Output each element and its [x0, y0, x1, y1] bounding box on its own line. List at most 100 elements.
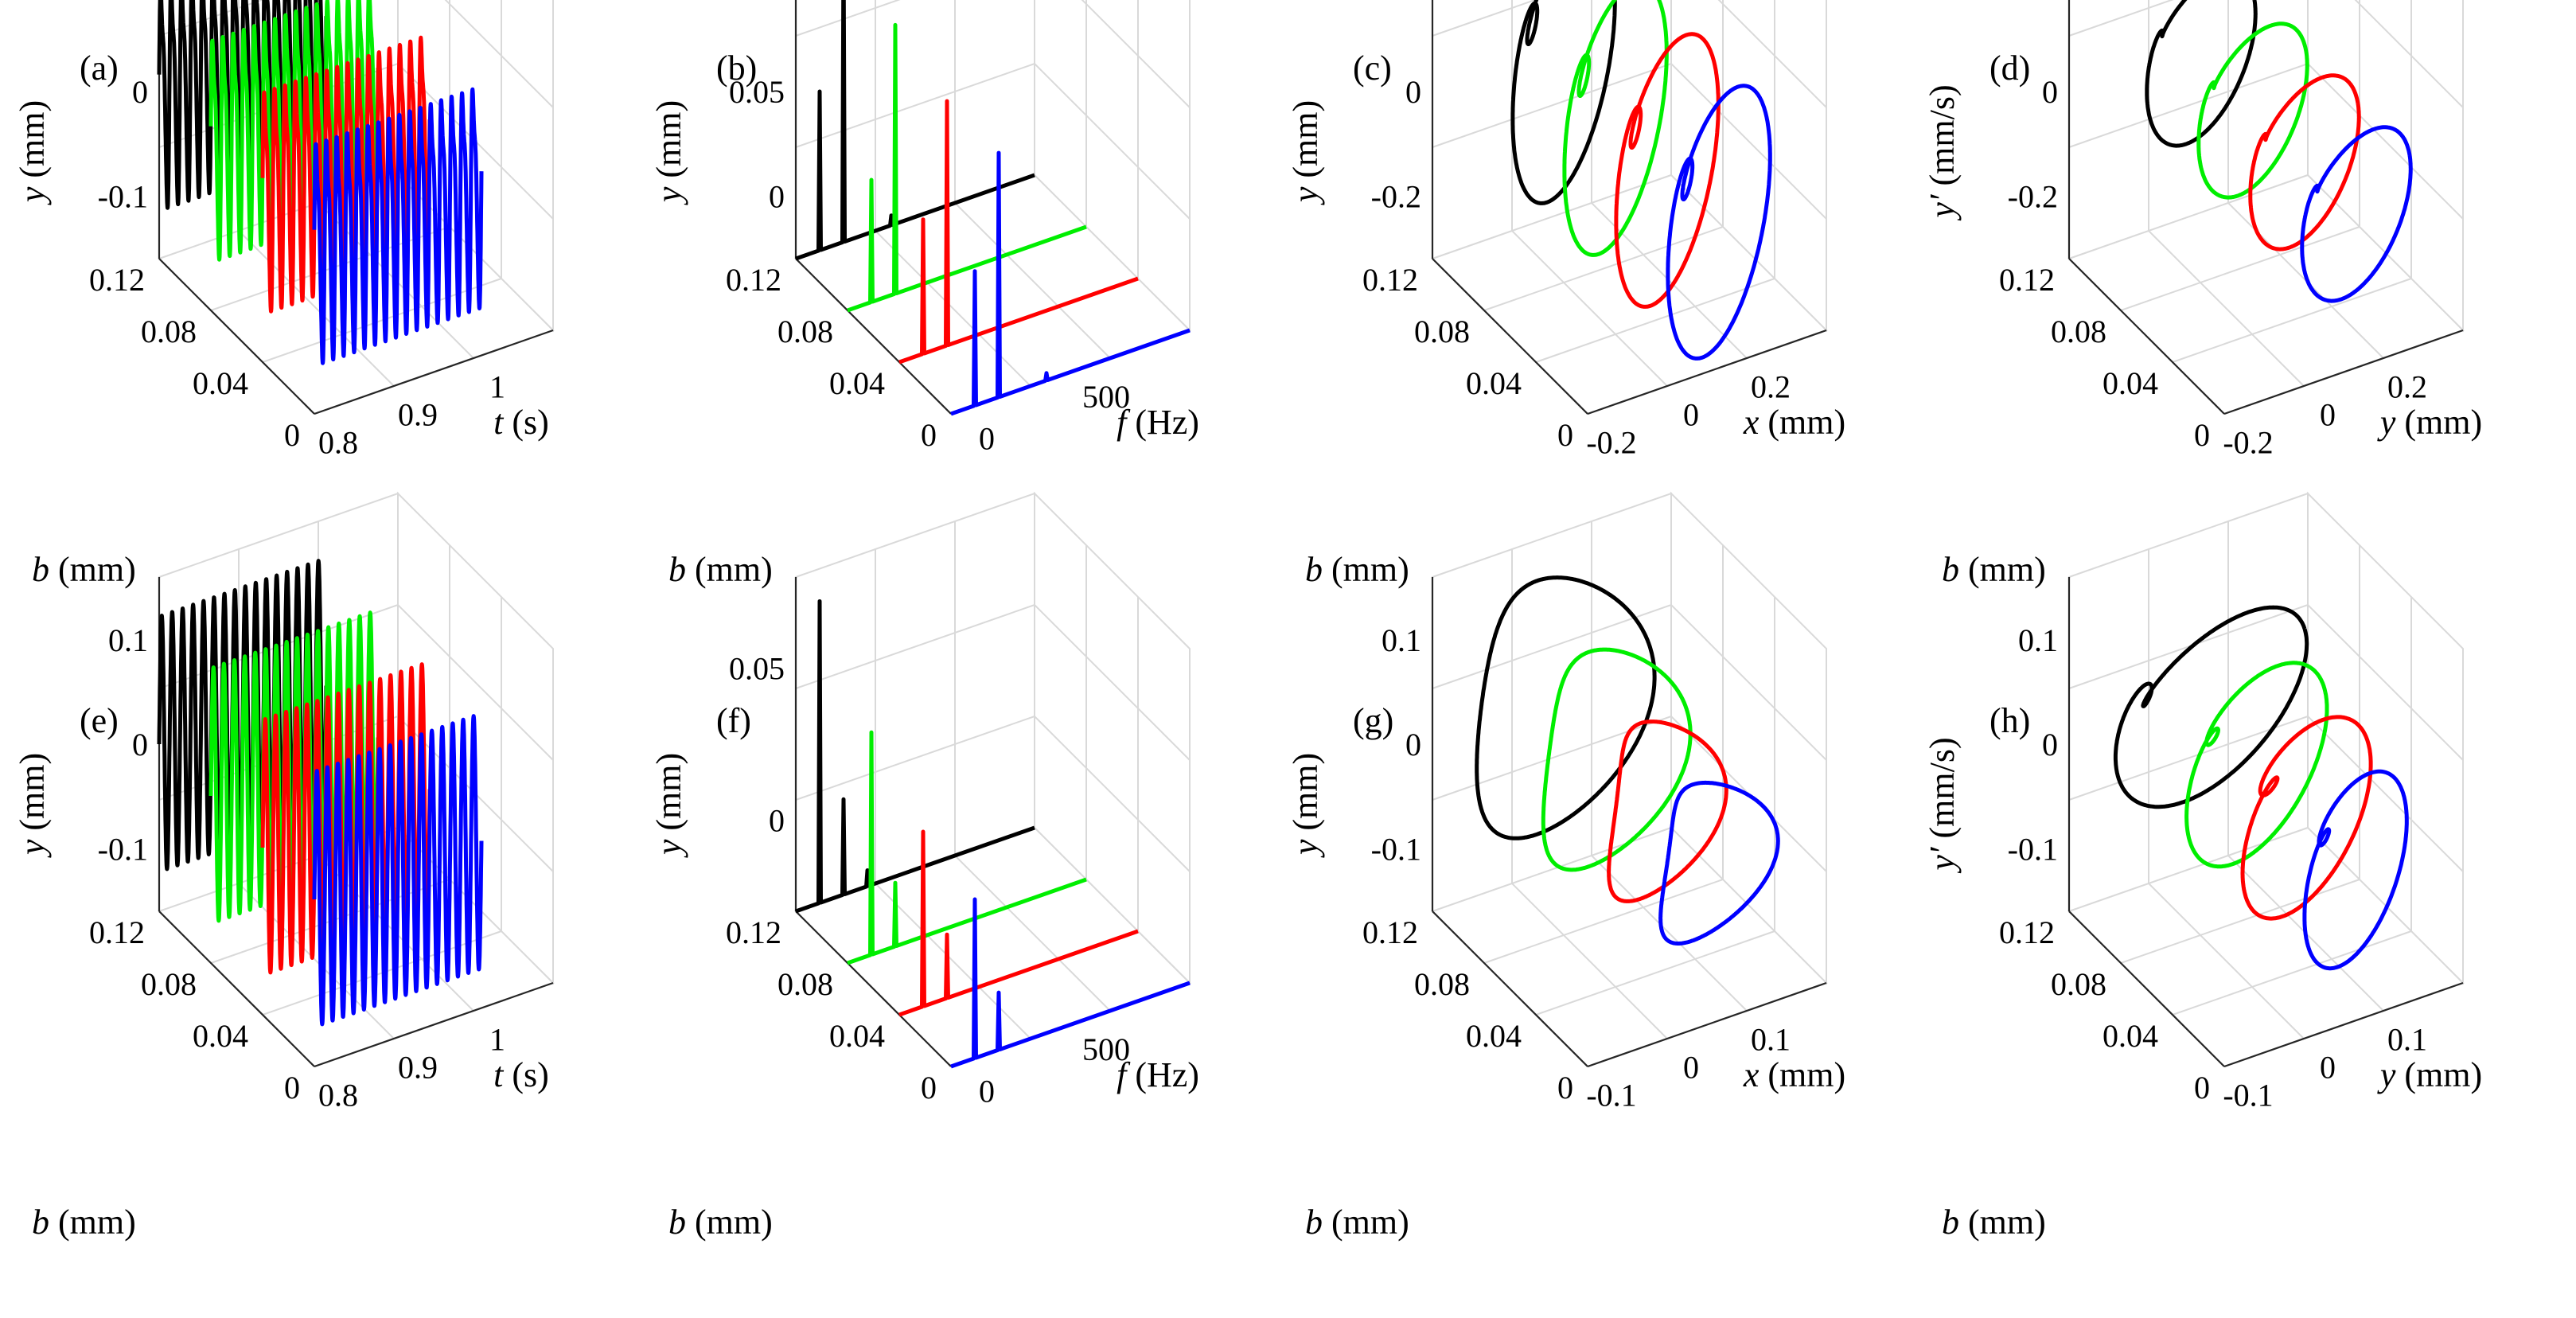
panel-letter: (d)	[1989, 49, 2030, 88]
series-line-b-0	[795, 0, 1035, 261]
panel-f: (f) 0.05 0 0 500 0.12 0.08 0.04 0 y (mm) f (Hz) b (…	[649, 491, 1199, 1242]
b-axis-label: b (mm)	[1942, 550, 2046, 589]
y-tick-label: 0.1	[2018, 622, 2058, 658]
b-axis-label: b (mm)	[1942, 1203, 2046, 1242]
x-tick-label: 0.2	[1751, 369, 1791, 405]
x-axis-line	[1587, 329, 1827, 415]
gridline-z	[2068, 0, 2464, 108]
panel-letter: (c)	[1353, 49, 1392, 88]
x-axis-line	[2223, 329, 2464, 415]
series-line-b-1	[847, 22, 1087, 313]
series-line-h-0	[2113, 605, 2309, 809]
x-tick-label: 1	[489, 1022, 505, 1058]
series-line-g-0	[1475, 575, 1657, 840]
b-tick-label: 0	[1557, 417, 1573, 453]
x-tick-label: 0.2	[2387, 369, 2427, 405]
x-tick-label: 0	[1683, 1050, 1699, 1086]
x-tick-label: -0.1	[1586, 1078, 1636, 1113]
y-axis-label: y (mm)	[1286, 753, 1325, 858]
x-axis-label: t (s)	[493, 403, 549, 442]
x-tick-label: 0	[2320, 397, 2336, 433]
b-tick-label: 0.12	[1362, 914, 1418, 950]
series-line-c-0	[1510, 0, 1617, 205]
series-line-f-0	[795, 599, 1035, 914]
y-tick-label: -0.2	[2008, 178, 2058, 214]
gridline-x	[1591, 521, 1748, 1012]
y-tick-label: 0	[1405, 74, 1421, 110]
b-tick-label: 0.12	[726, 262, 781, 298]
y-tick-label: 0.05	[729, 74, 785, 110]
y-tick-label: 0.05	[729, 651, 785, 687]
series-line-e-3	[312, 714, 484, 1027]
gridline-x	[2227, 521, 2384, 1012]
b-tick-label: 0.08	[141, 966, 197, 1002]
b-tick-label: 0.12	[1362, 262, 1418, 298]
gridline-b	[2120, 545, 2360, 964]
b-tick-label: 0.04	[193, 365, 248, 401]
b-tick-label: 0.12	[89, 262, 145, 298]
y-tick-label: 0	[769, 178, 785, 214]
series-line-d-2	[2248, 73, 2361, 252]
y-tick-label: 0.1	[108, 0, 148, 6]
panel-letter: (h)	[1989, 701, 2030, 740]
b-axis-line	[1432, 911, 1588, 1067]
b-tick-label: 0.08	[1414, 314, 1470, 349]
x-tick-label: 0	[979, 420, 995, 456]
b-tick-label: 0.08	[777, 966, 833, 1002]
y-axis-label: y (mm)	[649, 100, 688, 205]
y-tick-label: 0	[769, 802, 785, 838]
x-axis-label: f (Hz)	[1117, 403, 1199, 442]
series-line-h-3	[2302, 769, 2409, 971]
y-tick-label: -0.1	[98, 831, 148, 867]
b-tick-label: 0.04	[829, 1018, 885, 1054]
x-tick-label: -0.2	[1586, 425, 1636, 461]
b-tick-label: 0	[284, 1070, 300, 1105]
x-axis-label: y (mm)	[2377, 403, 2482, 442]
gridline-x	[1591, 0, 1748, 359]
panel-b: (b) 0.1 0.05 0 0 500 0.12 0.08 0.04 0 y (mm) f (Hz)…	[649, 0, 1199, 589]
panel-letter: (f)	[716, 701, 751, 740]
series-line-h-2	[2240, 715, 2373, 921]
y-axis-label: y′ (mm/s)	[1923, 737, 1962, 873]
b-axis-line	[158, 258, 315, 415]
b-axis-line	[1432, 258, 1588, 415]
b-axis-line	[795, 911, 952, 1067]
b-tick-label: 0.04	[2102, 365, 2158, 401]
b-tick-label: 0.04	[1466, 1018, 1522, 1054]
panel-letter: (g)	[1353, 701, 1393, 740]
b-axis-label: b (mm)	[1305, 550, 1409, 589]
panel-letter: (e)	[80, 701, 119, 740]
b-tick-label: 0.08	[777, 314, 833, 349]
series-line-c-2	[1614, 32, 1721, 309]
x-tick-label: 0	[2320, 1050, 2336, 1086]
y-tick-label: -0.2	[1371, 178, 1421, 214]
gridline-z	[795, 603, 1191, 761]
y-tick-label: 0.1	[108, 622, 148, 658]
b-tick-label: 0.12	[89, 914, 145, 950]
x-axis-line	[2223, 981, 2464, 1068]
gridline-z	[158, 0, 554, 108]
b-tick-label: 0.04	[193, 1018, 248, 1054]
series-line-f-2	[898, 829, 1139, 1017]
y-tick-label: 0	[132, 727, 148, 762]
b-axis-line	[2068, 258, 2225, 415]
x-axis-label: x (mm)	[1743, 1055, 1845, 1094]
panel-a: (a) 0.1 0 -0.1 0.8 0.9 1 0.12 0.08 0.04 0 y (mm) t (…	[13, 0, 555, 589]
x-tick-label: 0.1	[1751, 1022, 1791, 1058]
x-axis-label: f (Hz)	[1117, 1055, 1199, 1094]
b-tick-label: 0	[2194, 417, 2210, 453]
series-line-b-2	[898, 99, 1139, 365]
b-tick-label: 0.08	[141, 314, 197, 349]
y-tick-label: 0.2	[1382, 0, 1421, 6]
gridline-z	[158, 603, 554, 761]
b-axis-line	[158, 911, 315, 1067]
b-tick-label: 0	[921, 417, 937, 453]
y-axis-label: y (mm)	[13, 100, 52, 205]
y-tick-label: 0	[2042, 727, 2058, 762]
x-tick-label: 0	[979, 1073, 995, 1109]
b-axis-label: b (mm)	[668, 1203, 773, 1242]
series-line-c-3	[1666, 84, 1772, 361]
b-tick-label: 0.08	[2051, 314, 2106, 349]
y-tick-label: 0	[132, 74, 148, 110]
